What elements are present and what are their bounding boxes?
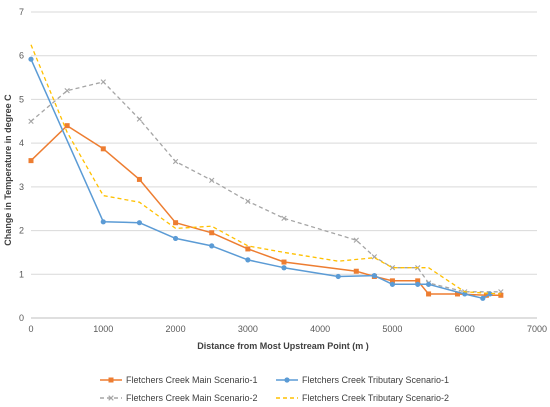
series-4 xyxy=(30,44,501,295)
data-point xyxy=(353,268,359,274)
data-point xyxy=(172,158,179,165)
legend-label: Fletchers Creek Tributary Scenario-2 xyxy=(302,393,449,403)
data-point xyxy=(28,56,34,62)
legend-label: Fletchers Creek Tributary Scenario-1 xyxy=(302,375,449,385)
x-tick-label: 1000 xyxy=(93,324,113,334)
legend-item: Fletchers Creek Tributary Scenario-1 xyxy=(276,375,449,385)
x-axis-title: Distance from Most Upstream Point (m ) xyxy=(197,341,369,351)
y-tick-label: 3 xyxy=(19,182,24,192)
data-point xyxy=(245,198,251,204)
data-point xyxy=(209,177,215,183)
x-tick-label: 3000 xyxy=(238,324,258,334)
data-point xyxy=(172,235,179,242)
gridlines xyxy=(31,11,537,275)
data-point xyxy=(389,281,396,287)
data-point xyxy=(245,257,251,263)
data-point xyxy=(209,243,215,249)
y-axis-title: Change in Temperature in degree C xyxy=(3,94,13,246)
legend-marker xyxy=(108,395,114,401)
data-point xyxy=(100,219,106,225)
data-point xyxy=(426,291,432,297)
data-point xyxy=(454,291,460,297)
series-lines xyxy=(28,44,504,301)
data-point xyxy=(415,281,421,287)
x-tick-label: 5000 xyxy=(382,324,402,334)
data-point xyxy=(415,278,421,284)
x-tick-label: 6000 xyxy=(455,324,475,334)
legend-label: Fletchers Creek Main Scenario-1 xyxy=(126,375,258,385)
data-point xyxy=(100,79,106,85)
data-point xyxy=(136,220,143,226)
data-point xyxy=(281,215,287,222)
data-point xyxy=(64,123,70,129)
data-point xyxy=(487,291,493,297)
data-point xyxy=(173,220,179,226)
y-tick-label: 2 xyxy=(19,226,24,236)
y-tick-label: 6 xyxy=(19,51,24,61)
data-point xyxy=(100,146,106,152)
data-point xyxy=(498,292,504,298)
legend-item: Fletchers Creek Main Scenario-1 xyxy=(100,375,258,385)
data-point xyxy=(245,246,251,252)
data-point xyxy=(371,272,377,279)
series-line xyxy=(30,44,501,295)
y-tick-label: 4 xyxy=(19,138,24,148)
data-point xyxy=(389,278,395,284)
data-point xyxy=(281,259,287,265)
x-tick-labels: 0 1000 2000 3000 4000 5000 6000 7000 xyxy=(28,324,547,334)
data-point xyxy=(209,230,215,236)
y-tick-label: 0 xyxy=(19,313,24,323)
legend-item: Fletchers Creek Main Scenario-2 xyxy=(100,393,258,403)
y-tick-labels: 0 1 2 3 4 5 6 7 xyxy=(19,7,24,323)
legend-item: Fletchers Creek Tributary Scenario-2 xyxy=(276,393,449,403)
series-line xyxy=(30,81,501,293)
data-point xyxy=(483,292,489,298)
data-point xyxy=(335,273,341,280)
data-point xyxy=(480,295,486,301)
data-point xyxy=(136,116,143,122)
data-point xyxy=(28,158,34,164)
data-point xyxy=(353,237,359,243)
data-point xyxy=(28,118,34,124)
series-line xyxy=(30,124,501,297)
series-2 xyxy=(28,56,493,301)
series-line xyxy=(30,58,491,300)
x-tick-label: 0 xyxy=(28,324,33,334)
y-tick-label: 5 xyxy=(19,94,24,104)
legend-marker xyxy=(284,377,290,383)
series-1 xyxy=(28,123,504,298)
series-3 xyxy=(28,79,504,295)
data-point xyxy=(64,87,70,94)
x-tick-label: 2000 xyxy=(166,324,186,334)
y-tick-label: 7 xyxy=(19,7,24,17)
legend-label: Fletchers Creek Main Scenario-2 xyxy=(126,393,258,403)
x-tick-label: 4000 xyxy=(310,324,330,334)
legend: Fletchers Creek Main Scenario-1 Fletchers… xyxy=(100,375,449,403)
x-tick-label: 7000 xyxy=(527,324,547,334)
data-point xyxy=(462,291,468,297)
data-point xyxy=(425,281,432,287)
data-point xyxy=(136,176,142,182)
data-point xyxy=(281,265,287,271)
y-tick-label: 1 xyxy=(19,269,24,279)
legend-marker xyxy=(108,377,114,383)
